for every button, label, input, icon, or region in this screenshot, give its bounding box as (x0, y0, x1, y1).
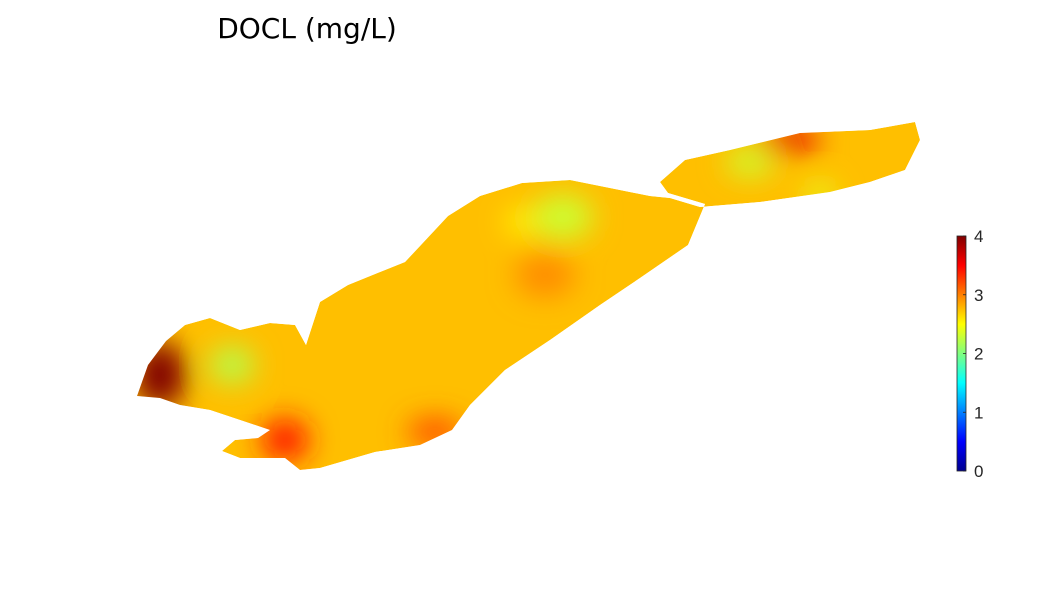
lake-map (137, 122, 920, 470)
colorbar-ticks: 0 1 2 3 4 (963, 227, 983, 481)
region-east-north-interior (726, 148, 774, 176)
region-central-south-shore (407, 418, 463, 446)
colorbar: 0 1 2 3 4 (956, 227, 983, 481)
region-west-basin-interior (210, 347, 254, 383)
colorbar-tick-label: 1 (974, 403, 983, 422)
colorbar-tick-label: 0 (974, 462, 983, 481)
region-central-north-east (506, 210, 534, 234)
colorbar-tick-label: 3 (974, 286, 983, 305)
region-central-mid (515, 253, 575, 297)
region-western-south-shore (261, 418, 309, 462)
region-east-south (738, 252, 782, 272)
region-east-central (804, 183, 836, 207)
region-central-north (533, 195, 593, 239)
chart-title: DOCL (mg/L) (217, 12, 397, 45)
colorbar-tick-label: 2 (974, 345, 983, 364)
region-east-north-shore (760, 128, 820, 152)
region-west-basin-edge (137, 341, 186, 409)
colorbar-tick-label: 4 (974, 227, 983, 246)
lake-surface (137, 122, 920, 470)
